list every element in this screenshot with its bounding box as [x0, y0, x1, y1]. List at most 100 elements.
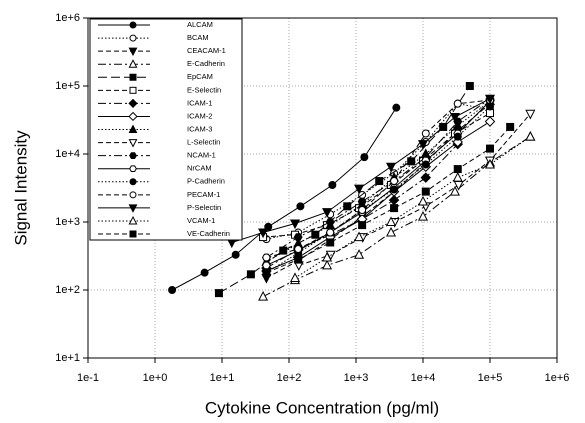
legend-box: [89, 18, 243, 241]
marker: [486, 144, 494, 153]
marker: [128, 47, 138, 57]
marker: [129, 230, 137, 238]
x-tick-label: 1e+0: [143, 372, 168, 384]
marker: [214, 289, 223, 298]
marker: [386, 226, 397, 237]
legend-label: ICAM-3: [187, 124, 212, 133]
marker: [420, 172, 432, 183]
marker: [421, 160, 430, 169]
series-line: [266, 99, 491, 259]
marker: [294, 255, 303, 264]
series-line: [266, 121, 491, 272]
marker: [296, 202, 305, 211]
marker: [129, 178, 137, 186]
series-line: [266, 98, 491, 259]
x-tick-label: 1e+2: [277, 372, 302, 384]
marker: [289, 219, 301, 230]
y-tick-label: 1e+5: [55, 80, 80, 92]
x-tick-label: 1e+6: [545, 372, 570, 384]
legend-label: VCAM-1: [187, 216, 215, 225]
marker: [262, 253, 271, 262]
marker: [390, 204, 399, 213]
series-line: [218, 85, 471, 294]
legend-label: CEACAM-1: [187, 46, 226, 55]
marker: [484, 94, 496, 105]
legend-label: ICAM-1: [187, 98, 212, 107]
marker: [128, 111, 138, 122]
x-tick-label: 1e+4: [411, 372, 436, 384]
marker: [129, 21, 137, 29]
y-tick-label: 1e+3: [55, 216, 80, 228]
marker: [392, 103, 401, 112]
marker: [407, 157, 416, 166]
series-line: [263, 112, 491, 238]
marker: [453, 99, 462, 108]
marker: [325, 218, 335, 226]
marker: [129, 86, 137, 94]
marker: [453, 132, 462, 141]
marker: [128, 124, 138, 133]
marker: [417, 210, 429, 221]
y-tick-label: 1e+6: [55, 12, 80, 24]
legend-label: L-Selectin: [187, 138, 220, 147]
marker: [465, 82, 474, 90]
marker: [484, 116, 496, 127]
legend-label: BCAM: [187, 33, 209, 42]
y-tick-label: 1e+2: [55, 284, 80, 296]
series-line: [266, 100, 491, 263]
marker: [421, 187, 430, 196]
marker: [354, 249, 365, 259]
marker: [258, 290, 269, 301]
marker: [326, 228, 335, 237]
marker: [129, 165, 137, 173]
series-line: [171, 107, 397, 291]
marker: [326, 238, 335, 247]
marker: [289, 272, 301, 283]
legend-label: NrCAM: [187, 164, 212, 173]
x-tick-label: 1e+3: [344, 372, 369, 384]
series-line: [266, 106, 491, 274]
marker: [129, 191, 137, 199]
legend-label: P-Cadherin: [187, 177, 225, 186]
y-tick-label: 1e+1: [55, 352, 80, 364]
marker: [128, 215, 138, 225]
marker: [322, 208, 333, 218]
marker: [357, 197, 367, 206]
legend-label: E-Selectin: [187, 85, 221, 94]
series-line: [266, 126, 511, 274]
marker: [354, 184, 365, 195]
marker: [449, 113, 460, 123]
x-tick-label: 1e+5: [478, 372, 503, 384]
x-tick-label: 1e-1: [77, 372, 99, 384]
marker: [506, 122, 515, 131]
legend-label: VE-Cadherin: [187, 229, 230, 238]
marker: [525, 109, 536, 120]
legend-label: NCAM-1: [187, 151, 216, 160]
marker: [386, 162, 397, 173]
marker: [449, 185, 460, 196]
marker: [343, 202, 352, 211]
marker: [386, 216, 397, 226]
marker: [311, 230, 320, 239]
marker: [128, 204, 138, 213]
marker: [129, 73, 137, 81]
marker: [360, 153, 369, 162]
legend-label: ALCAM: [187, 20, 213, 29]
marker: [258, 228, 269, 239]
marker: [168, 286, 177, 294]
marker: [484, 158, 496, 169]
marker: [354, 231, 365, 242]
marker: [322, 251, 333, 262]
marker: [525, 131, 536, 141]
marker: [231, 250, 240, 259]
marker: [417, 140, 429, 150]
marker: [453, 165, 462, 174]
marker: [322, 259, 333, 270]
marker: [421, 129, 430, 138]
y-tick-label: 1e+4: [55, 148, 80, 160]
marker: [375, 177, 384, 186]
legend-label: EpCAM: [187, 72, 213, 81]
marker: [390, 177, 399, 186]
marker: [328, 181, 337, 190]
